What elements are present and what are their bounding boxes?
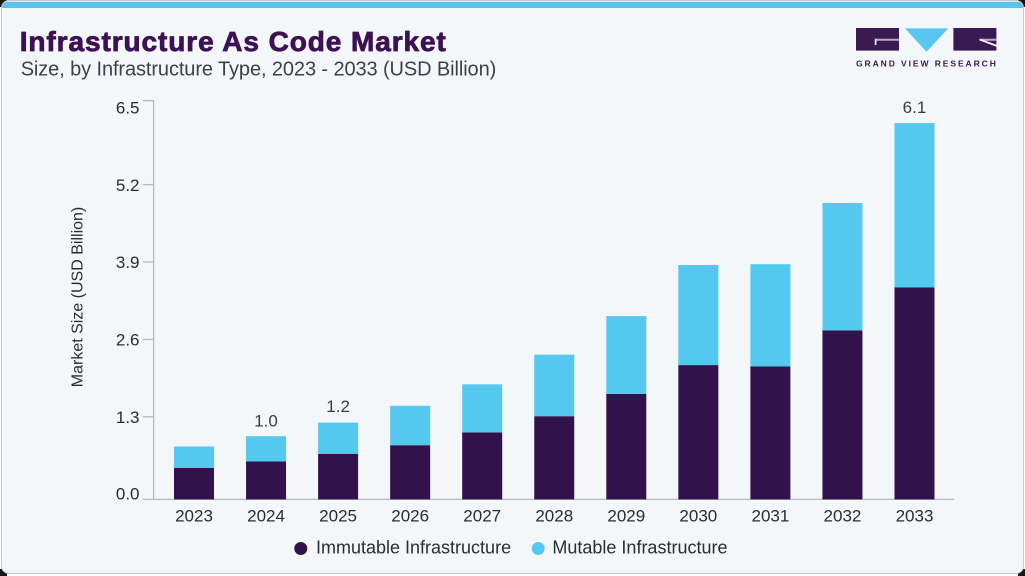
svg-text:2.6: 2.6 bbox=[115, 330, 139, 349]
svg-text:2025: 2025 bbox=[319, 506, 357, 525]
svg-text:2030: 2030 bbox=[679, 506, 717, 525]
svg-text:2028: 2028 bbox=[535, 506, 573, 525]
svg-text:GRAND VIEW RESEARCH: GRAND VIEW RESEARCH bbox=[856, 58, 998, 68]
svg-text:0.0: 0.0 bbox=[115, 484, 139, 503]
svg-text:2024: 2024 bbox=[247, 506, 285, 525]
svg-text:1.3: 1.3 bbox=[115, 408, 139, 427]
svg-text:2031: 2031 bbox=[751, 506, 789, 525]
svg-text:3.9: 3.9 bbox=[115, 253, 139, 272]
svg-text:1.2: 1.2 bbox=[326, 397, 350, 416]
svg-text:2029: 2029 bbox=[607, 506, 645, 525]
svg-text:Immutable Infrastructure: Immutable Infrastructure bbox=[316, 537, 511, 557]
svg-text:2026: 2026 bbox=[391, 506, 429, 525]
svg-text:2027: 2027 bbox=[463, 506, 501, 525]
svg-text:Infrastructure As Code Market: Infrastructure As Code Market bbox=[19, 26, 446, 57]
svg-text:Mutable Infrastructure: Mutable Infrastructure bbox=[552, 537, 727, 557]
svg-text:1.0: 1.0 bbox=[254, 411, 278, 430]
svg-text:Market Size (USD Billion): Market Size (USD Billion) bbox=[69, 206, 86, 386]
svg-text:2033: 2033 bbox=[895, 506, 933, 525]
svg-text:2023: 2023 bbox=[175, 506, 213, 525]
svg-text:6.5: 6.5 bbox=[115, 98, 139, 117]
svg-text:Size, by Infrastructure Type,: Size, by Infrastructure Type, 2023 - 203… bbox=[20, 58, 495, 80]
svg-text:2032: 2032 bbox=[823, 506, 861, 525]
svg-text:5.2: 5.2 bbox=[115, 175, 139, 194]
svg-text:6.1: 6.1 bbox=[902, 98, 926, 117]
